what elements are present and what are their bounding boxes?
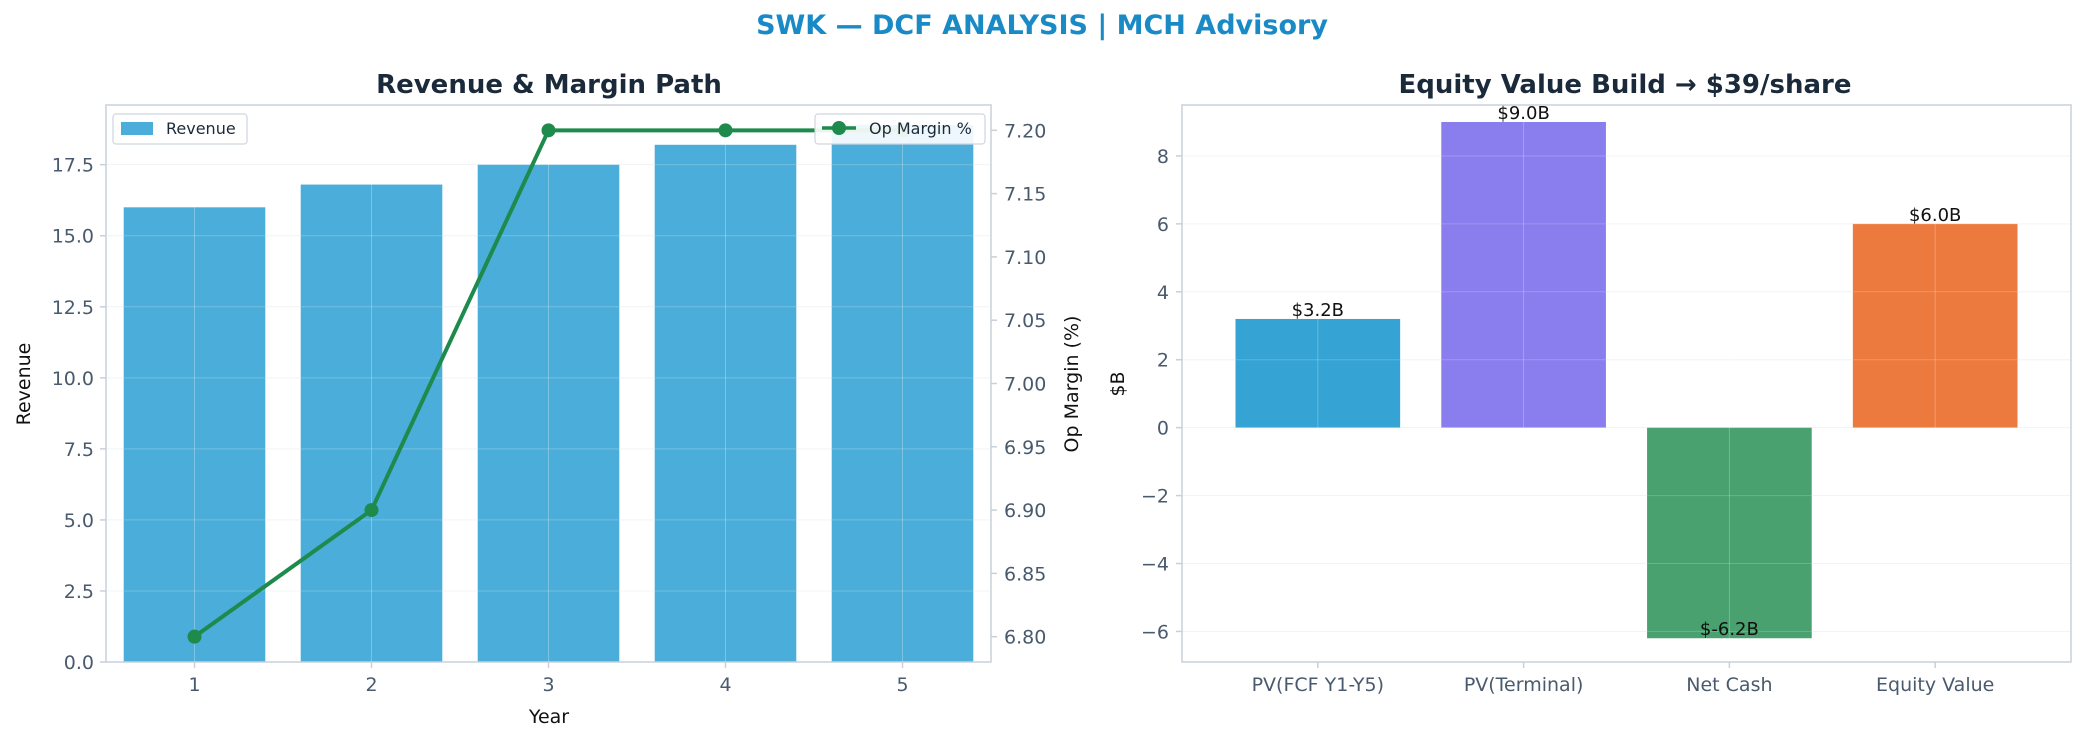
equity-chart-axes: −6 −4 −2 0 2 4 6 8 PV(FCF Y1-Y5) PV(Terminal) Net … (1141, 104, 2072, 696)
equity-data-label: $3.2B (1292, 300, 1344, 321)
revenue-bar (123, 207, 266, 662)
equity-data-label: $-6.2B (1700, 619, 1759, 640)
revenue-chart-title: Revenue & Margin Path (376, 70, 722, 100)
equity-ytick-label: 4 (1157, 282, 1169, 304)
revenue-bar (300, 184, 443, 663)
op-margin-legend-label: Op Margin % (869, 119, 972, 138)
equity-chart-ylabel: $B (1107, 371, 1129, 396)
revenue-chart-ylabel: Revenue (13, 343, 35, 426)
revenue-xtick-label: 4 (719, 674, 731, 696)
revenue-ytick-label: 0.0 (64, 652, 94, 674)
revenue-xtick-label: 5 (896, 674, 908, 696)
equity-bar (1441, 121, 1606, 428)
equity-xtick-label: PV(FCF Y1-Y5) (1252, 674, 1384, 696)
equity-ytick-label: 6 (1157, 214, 1169, 236)
revenue-xtick-label: 3 (542, 674, 554, 696)
op-margin-ytick-label: 7.15 (1004, 184, 1046, 206)
op-margin-point (541, 123, 556, 138)
equity-value-chart: Equity Value Build → $39/share $3.2B $9.0… (1107, 70, 2072, 696)
op-margin-ytick-label: 6.95 (1004, 437, 1046, 459)
equity-data-label: $6.0B (1909, 205, 1961, 226)
equity-xtick-label: Equity Value (1876, 674, 1994, 696)
equity-data-label: $9.0B (1497, 103, 1549, 124)
revenue-chart-xlabel: Year (528, 706, 569, 728)
revenue-bars (123, 124, 974, 663)
equity-bar (1852, 223, 2018, 428)
revenue-ytick-label: 5.0 (64, 510, 94, 532)
equity-data-labels: $3.2B $9.0B $-6.2B $6.0B (1292, 103, 1962, 640)
revenue-ytick-label: 17.5 (52, 155, 94, 177)
revenue-ytick-label: 7.5 (64, 439, 94, 461)
revenue-bar (654, 144, 797, 663)
op-margin-point (187, 629, 202, 644)
op-margin-point (718, 123, 733, 138)
equity-chart-title: Equity Value Build → $39/share (1399, 70, 1852, 100)
op-margin-ytick-label: 7.00 (1004, 374, 1046, 396)
equity-ytick-label: 8 (1157, 146, 1169, 168)
op-margin-ytick-label: 7.20 (1004, 120, 1046, 142)
equity-bars (1235, 121, 2018, 639)
revenue-bar (477, 164, 620, 662)
op-margin-ytick-label: 6.90 (1004, 500, 1046, 522)
equity-ytick-label: −2 (1141, 486, 1169, 508)
equity-chart-frame (1181, 104, 2072, 663)
equity-chart-vgrid (1182, 105, 2071, 662)
revenue-chart-axes: 0.0 2.5 5.0 7.5 10.0 12.5 15.0 17.5 6.80 6.85 6.90… (52, 104, 1046, 696)
revenue-ytick-label: 15.0 (52, 226, 94, 248)
op-margin-ytick-label: 6.80 (1004, 627, 1046, 649)
op-margin-ytick-label: 6.85 (1004, 563, 1046, 585)
revenue-ytick-label: 10.0 (52, 368, 94, 390)
equity-bar (1235, 318, 1401, 428)
op-margin-legend: Op Margin % (814, 113, 986, 145)
equity-ytick-label: −4 (1141, 554, 1169, 576)
op-margin-legend-marker (832, 121, 846, 135)
revenue-legend-box (112, 113, 248, 145)
equity-xtick-label: PV(Terminal) (1464, 674, 1584, 696)
equity-ytick-label: −6 (1141, 621, 1169, 643)
figure-suptitle: SWK — DCF ANALYSIS | MCH Advisory (756, 10, 1328, 41)
op-margin-legend-box (814, 113, 986, 145)
op-margin-ytick-label: 7.05 (1004, 310, 1046, 332)
equity-ytick-label: 0 (1157, 418, 1169, 440)
op-margin-point (364, 503, 379, 518)
revenue-margin-chart: Revenue & Margin Path 0.02.55.07.510.012… (13, 70, 1083, 728)
revenue-xtick-label: 1 (188, 674, 200, 696)
op-margin-ytick-label: 7.10 (1004, 247, 1046, 269)
equity-ytick-label: 2 (1157, 350, 1169, 372)
revenue-bar (831, 124, 974, 662)
revenue-legend-swatch (121, 122, 153, 135)
revenue-xtick-label: 2 (365, 674, 377, 696)
revenue-ytick-label: 12.5 (52, 297, 94, 319)
revenue-ytick-label: 2.5 (64, 581, 94, 603)
revenue-legend-label: Revenue (166, 119, 236, 138)
op-margin-axis-label: Op Margin (%) (1061, 316, 1083, 453)
revenue-legend: Revenue (112, 113, 248, 145)
equity-bar (1647, 427, 1812, 639)
equity-xtick-label: Net Cash (1686, 674, 1772, 696)
